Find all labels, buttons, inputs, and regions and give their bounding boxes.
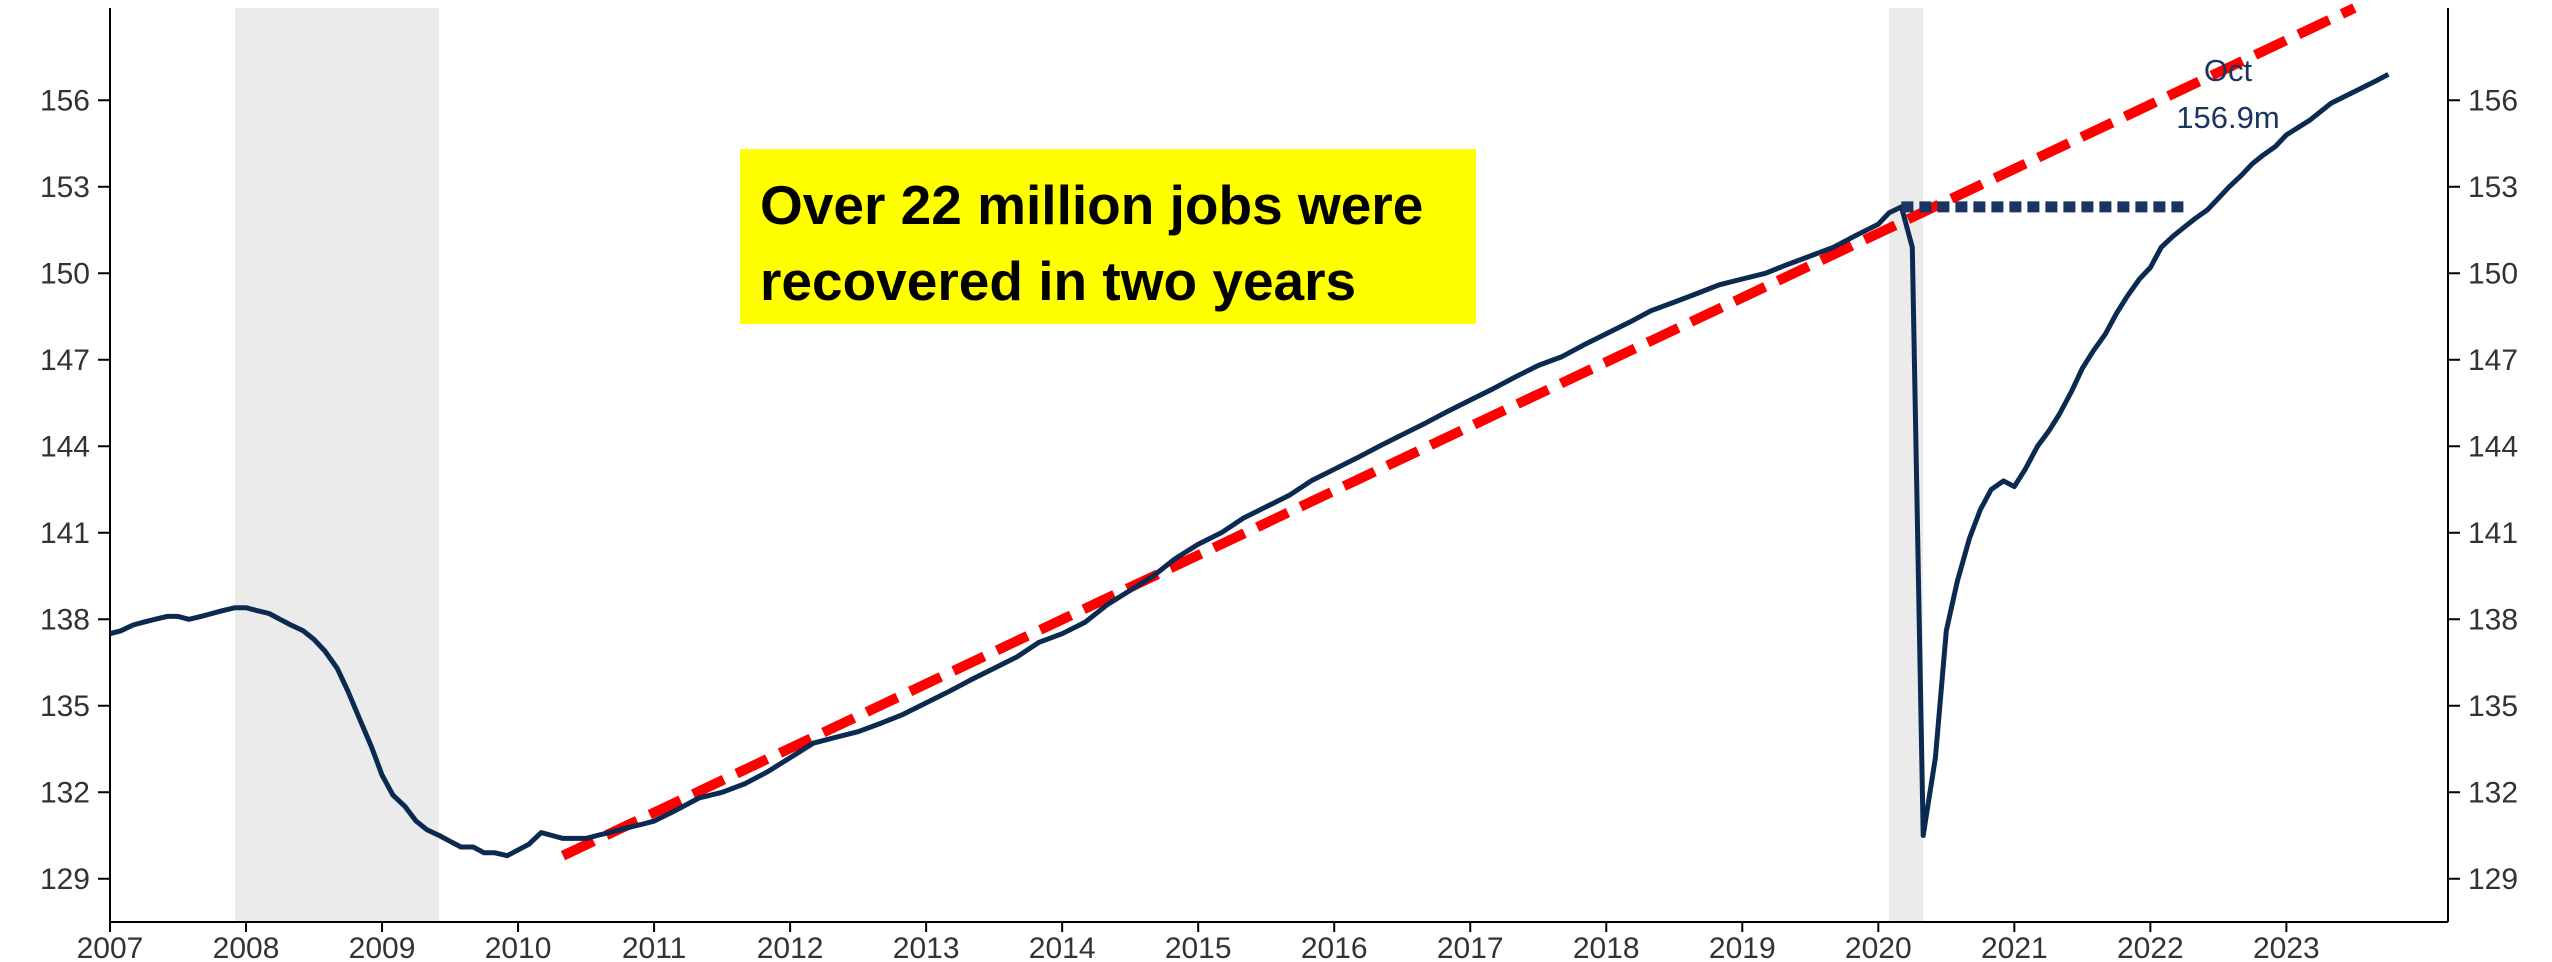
x-tick-label-2013: 2013 (893, 932, 960, 962)
y-tick-label-right-156: 156 (2468, 84, 2518, 117)
y-tick-label-right-135: 135 (2468, 690, 2518, 723)
x-tick-label-2023: 2023 (2253, 932, 2320, 962)
y-tick-label-left-156: 156 (40, 84, 90, 117)
recession-bands (235, 8, 1924, 922)
y-tick-label-right-147: 147 (2468, 344, 2518, 377)
y-tick-label-left-144: 144 (40, 430, 90, 463)
y-tick-label-right-129: 129 (2468, 863, 2518, 896)
x-tick-label-2008: 2008 (213, 932, 280, 962)
x-tick-label-2007: 2007 (77, 932, 144, 962)
y-tick-label-left-129: 129 (40, 863, 90, 896)
x-tick-label-2015: 2015 (1165, 932, 1232, 962)
x-tick-label-2014: 2014 (1029, 932, 1096, 962)
x-tick-label-2010: 2010 (485, 932, 552, 962)
y-tick-label-left-138: 138 (40, 603, 90, 636)
recession-band-1 (235, 8, 440, 922)
series-line-trend (560, 3, 2357, 861)
latest-value-label: 156.9m (2176, 100, 2279, 135)
y-tick-label-right-132: 132 (2468, 776, 2518, 809)
series (109, 3, 2390, 861)
y-tick-label-left-132: 132 (40, 776, 90, 809)
y-tick-label-right-153: 153 (2468, 171, 2518, 204)
x-tick-label-2016: 2016 (1301, 932, 1368, 962)
x-tick-label-2019: 2019 (1709, 932, 1776, 962)
x-tick-label-2009: 2009 (349, 932, 416, 962)
y-tick-label-right-150: 150 (2468, 257, 2518, 290)
axes: 129 129 132 132 135 135 138 138 141 141 144 144 147 1… (40, 8, 2518, 962)
x-tick-label-2022: 2022 (2117, 932, 2184, 962)
x-tick-label-2020: 2020 (1845, 932, 1912, 962)
y-tick-label-right-144: 144 (2468, 430, 2518, 463)
callout-line-2: recovered in two years (760, 250, 1357, 312)
callout-line-1: Over 22 million jobs were (760, 174, 1424, 236)
y-tick-label-right-141: 141 (2468, 517, 2518, 550)
y-tick-label-right-138: 138 (2468, 603, 2518, 636)
y-tick-label-left-147: 147 (40, 344, 90, 377)
x-tick-label-2012: 2012 (757, 932, 824, 962)
y-tick-label-left-150: 150 (40, 257, 90, 290)
y-tick-label-left-135: 135 (40, 690, 90, 723)
x-tick-label-2011: 2011 (622, 932, 687, 962)
latest-month-label: Oct (2204, 53, 2253, 88)
x-tick-label-2021: 2021 (1981, 932, 2048, 962)
x-tick-label-2017: 2017 (1437, 932, 1504, 962)
x-tick-label-2018: 2018 (1573, 932, 1640, 962)
y-tick-label-left-153: 153 (40, 171, 90, 204)
series-line-employment (109, 72, 2390, 859)
y-tick-label-left-141: 141 (40, 517, 90, 550)
callout-box: Over 22 million jobs were recovered in t… (740, 149, 1476, 324)
